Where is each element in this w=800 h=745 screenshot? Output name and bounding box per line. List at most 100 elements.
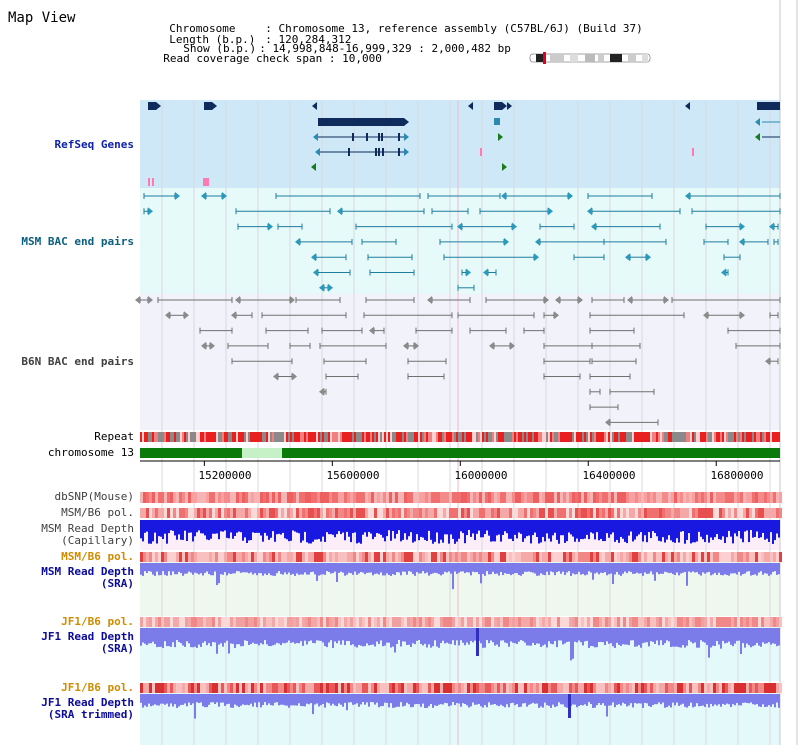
- msm-cap-depth-bar: [750, 520, 752, 531]
- repeat-feature: [350, 432, 352, 442]
- track-label-msm-read-depth-sra[interactable]: MSM Read Depth: [41, 565, 134, 578]
- msm-pol-cell: [536, 508, 539, 518]
- track-label-msm-b6-pol-2[interactable]: MSM/B6 pol.: [61, 550, 134, 563]
- track-label-b6n-bac[interactable]: B6N BAC end pairs: [21, 355, 134, 368]
- repeat-feature: [430, 432, 432, 442]
- jf1-pol2-cell: [155, 683, 158, 693]
- jf1-trim-depth-bar: [358, 694, 360, 707]
- dbsnp-cell: [485, 492, 488, 503]
- jf1-sra-depth-bar: [694, 628, 696, 643]
- msm-cap-depth-bar: [768, 520, 770, 542]
- msm-sra-depth-bar: [158, 563, 160, 576]
- track-label-jf1-b6-pol-2[interactable]: JF1/B6 pol.: [61, 681, 134, 694]
- repeat-feature: [492, 432, 494, 442]
- jf1-trim-depth-bar: [636, 694, 638, 704]
- msm-pol2-cell: [302, 552, 305, 562]
- jf1-pol-cell: [578, 617, 581, 627]
- track-label-msm-bac[interactable]: MSM BAC end pairs: [21, 235, 134, 248]
- jf1-sra-depth-bar: [346, 628, 348, 641]
- track-label-msm-b6-pol-1[interactable]: MSM/B6 pol.: [61, 506, 134, 519]
- track-label-repeat[interactable]: Repeat: [94, 430, 134, 443]
- msm-sra-depth-bar: [684, 563, 686, 573]
- jf1-trim-depth-bar: [504, 694, 506, 708]
- track-label-refseq[interactable]: RefSeq Genes: [54, 138, 134, 151]
- msm-cap-depth-bar: [408, 520, 410, 537]
- track-label-jf1-b6-pol-1[interactable]: JF1/B6 pol.: [61, 615, 134, 628]
- jf1-pol2-cell: [713, 683, 716, 693]
- msm-cap-depth-bar: [194, 520, 196, 537]
- dbsnp-cell: [329, 492, 332, 503]
- msm-cap-depth-bar: [648, 520, 650, 533]
- repeat-feature: [442, 432, 444, 442]
- msm-pol-cell: [737, 508, 740, 518]
- msm-pol-cell: [197, 508, 200, 518]
- track-label-jf1-read-depth-sra[interactable]: JF1 Read Depth: [41, 630, 134, 643]
- jf1-trim-depth-bar: [472, 694, 474, 703]
- dbsnp-cell: [467, 492, 470, 503]
- msm-pol-cell: [701, 508, 704, 518]
- track-label-jf1-read-depth-trim[interactable]: JF1 Read Depth: [41, 696, 134, 709]
- msm-sra-depth-bar: [248, 563, 250, 574]
- jf1-pol2-cell: [593, 683, 596, 693]
- jf1-pol-cell: [572, 617, 575, 627]
- repeat-feature: [508, 432, 510, 442]
- msm-pol-cell: [557, 508, 560, 518]
- track-label-msm-read-depth-cap[interactable]: MSM Read Depth: [41, 522, 134, 535]
- msm-sra-depth-bar: [232, 563, 234, 574]
- msm-pol-cell: [299, 508, 302, 518]
- jf1-trim-depth-bar: [156, 694, 158, 706]
- msm-pol2-cell: [662, 552, 665, 562]
- msm-sra-depth-bar: [216, 563, 218, 586]
- msm-pol-cell: [434, 508, 437, 518]
- msm-pol-cell: [596, 508, 599, 518]
- jf1-pol-cell: [548, 617, 551, 627]
- msm-cap-depth-bar: [652, 520, 654, 532]
- repeat-feature: [772, 432, 774, 442]
- msm-pol-cell: [389, 508, 392, 518]
- arrow-left-icon: [535, 237, 540, 246]
- arrow-left-icon: [403, 341, 408, 350]
- msm-cap-depth-bar: [230, 520, 232, 533]
- jf1-sra-depth-bar: [142, 628, 144, 643]
- jf1-sra-depth-bar: [636, 628, 638, 647]
- msm-cap-depth-bar: [322, 520, 324, 537]
- jf1-trim-depth-bar: [652, 694, 654, 706]
- msm-pol2-cell: [614, 552, 617, 562]
- jf1-pol-cell: [245, 617, 248, 627]
- jf1-sra-depth-bar: [512, 628, 514, 643]
- repeat-feature: [146, 432, 148, 442]
- jf1-pol2-cell: [707, 683, 710, 693]
- repeat-feature: [464, 432, 466, 442]
- track-label-dbsnp[interactable]: dbSNP(Mouse): [54, 490, 134, 503]
- repeat-feature: [308, 432, 310, 442]
- jf1-sra-depth-bar: [354, 628, 356, 647]
- msm-sra-depth-bar: [284, 563, 286, 573]
- msm-sra-depth-bar: [632, 563, 634, 574]
- info-length-value: 120,284,312: [278, 33, 352, 46]
- gene-exon: [381, 133, 383, 141]
- info-chromosome-key: Chromosome: [169, 22, 236, 35]
- repeat-feature: [536, 432, 538, 442]
- msm-sra-depth-bar: [420, 563, 422, 574]
- msm-pol-cell: [146, 508, 149, 518]
- repeat-feature: [328, 432, 330, 442]
- jf1-pol-cell: [266, 617, 269, 627]
- dbsnp-cell: [716, 492, 719, 503]
- msm-sra-depth-bar: [682, 563, 684, 573]
- jf1-pol2-cell: [329, 683, 332, 693]
- msm-cap-depth-bar: [368, 520, 370, 532]
- track-label-chromosome[interactable]: chromosome 13: [47, 446, 134, 459]
- jf1-pol2-cell: [545, 683, 548, 693]
- repeat-feature: [702, 432, 704, 442]
- jf1-pol2-cell: [401, 683, 404, 693]
- msm-pol2-cell: [419, 552, 422, 562]
- repeat-feature: [444, 432, 446, 442]
- jf1-pol2-cell: [281, 683, 284, 693]
- jf1-trim-depth-bar: [312, 694, 314, 715]
- msm-sra-depth-bar: [734, 563, 736, 574]
- msm-pol2-cell: [722, 552, 725, 562]
- jf1-pol2-cell: [767, 683, 770, 693]
- jf1-trim-depth-bar: [726, 694, 728, 704]
- jf1-sra-depth-bar: [196, 628, 198, 648]
